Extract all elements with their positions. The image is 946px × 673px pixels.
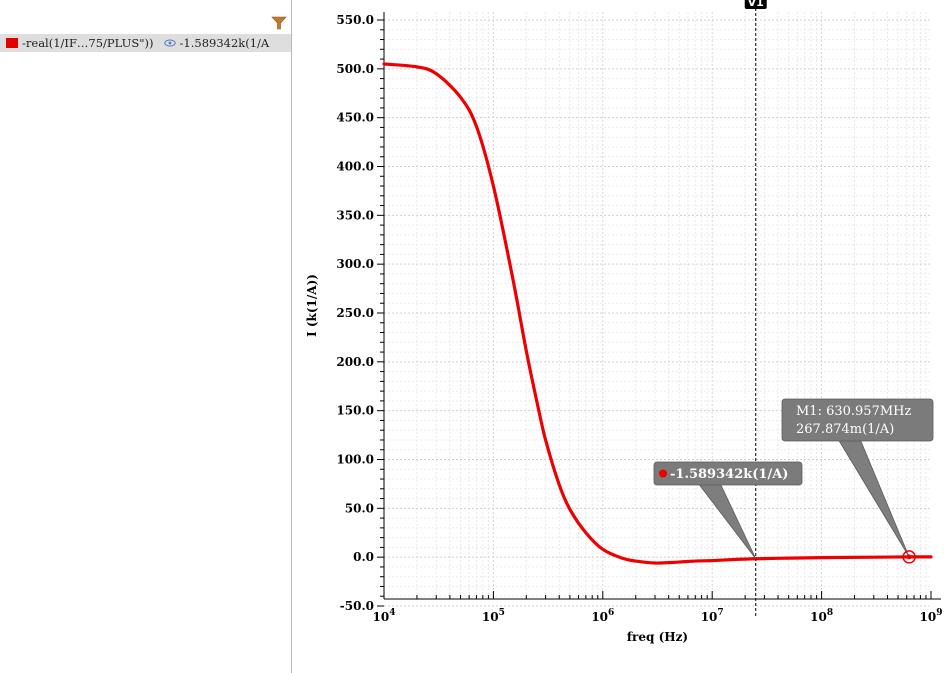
vertical-marker[interactable]: V1 <box>744 0 767 617</box>
x-tick-label: 104 <box>373 608 396 624</box>
y-tick-label: 400.0 <box>336 160 374 174</box>
legend-pane: -real(1/IF…75/PLUS")) -1.589342k(1/A <box>0 0 291 673</box>
axes <box>377 12 941 607</box>
marker-m1-dot <box>906 554 912 560</box>
callout-pointer <box>697 482 757 559</box>
pane-divider[interactable] <box>291 0 292 673</box>
x-tick-label: 106 <box>591 608 614 624</box>
filter-funnel-icon[interactable] <box>271 16 287 30</box>
y-tick-label: 250.0 <box>336 306 374 320</box>
y-tick-label: 550.0 <box>336 13 374 27</box>
grid <box>383 12 931 607</box>
callout-box <box>653 461 803 486</box>
eye-icon[interactable] <box>163 39 176 47</box>
marker-m1-ring[interactable] <box>902 550 916 564</box>
annotations: -1.589342k(1/A) M1: 630.957MHz 267.874m(1/… <box>653 398 934 564</box>
tick-labels: -50.0 0.0 50.0 100.0 150.0 200.0 250.0 300.0 350… <box>336 13 942 624</box>
y-tick-label: 300.0 <box>336 257 374 271</box>
y-tick-label: 200.0 <box>336 355 374 369</box>
x-tick-label: 107 <box>701 608 724 624</box>
series-line[interactable] <box>382 62 933 565</box>
vertical-marker-label: V1 <box>748 0 764 9</box>
x-tick-label: 105 <box>482 608 505 624</box>
callout-text: 267.874m(1/A) <box>796 422 894 437</box>
y-tick-label: 500.0 <box>336 62 374 76</box>
trace-cursor-value: -1.589342k(1/A <box>179 36 270 50</box>
y-axis-label: I (k(1/A)) <box>305 274 319 337</box>
callout-text: M1: 630.957MHz <box>796 404 912 419</box>
y-tick-label: 50.0 <box>345 501 374 515</box>
trace-name: -real(1/IF…75/PLUS")) <box>22 36 154 50</box>
vertical-marker-tab[interactable] <box>744 0 767 9</box>
annotation-marker-m1[interactable]: M1: 630.957MHz 267.874m(1/A) <box>781 398 934 564</box>
y-tick-label: 100.0 <box>336 453 374 467</box>
y-tick-label: 150.0 <box>336 404 374 418</box>
y-tick-label: 450.0 <box>336 111 374 125</box>
x-axis-label: freq (Hz) <box>627 630 688 644</box>
annotation-cursor-value[interactable]: -1.589342k(1/A) <box>653 461 803 559</box>
y-tick-label: 0.0 <box>353 550 374 564</box>
y-tick-label: 350.0 <box>336 208 374 222</box>
trace-color-swatch[interactable] <box>6 38 18 48</box>
callout-text: -1.589342k(1/A) <box>670 467 788 482</box>
chart: -50.0 0.0 50.0 100.0 150.0 200.0 250.0 300.0 350… <box>305 0 942 644</box>
x-tick-label: 108 <box>810 608 833 624</box>
x-tick-label: 109 <box>920 608 943 624</box>
y-tick-label: -50.0 <box>340 599 374 613</box>
series-layer <box>382 62 933 565</box>
cursor-dot <box>659 469 667 478</box>
legend-trace-row[interactable]: -real(1/IF…75/PLUS")) -1.589342k(1/A <box>0 34 291 52</box>
callout-box <box>781 398 934 442</box>
